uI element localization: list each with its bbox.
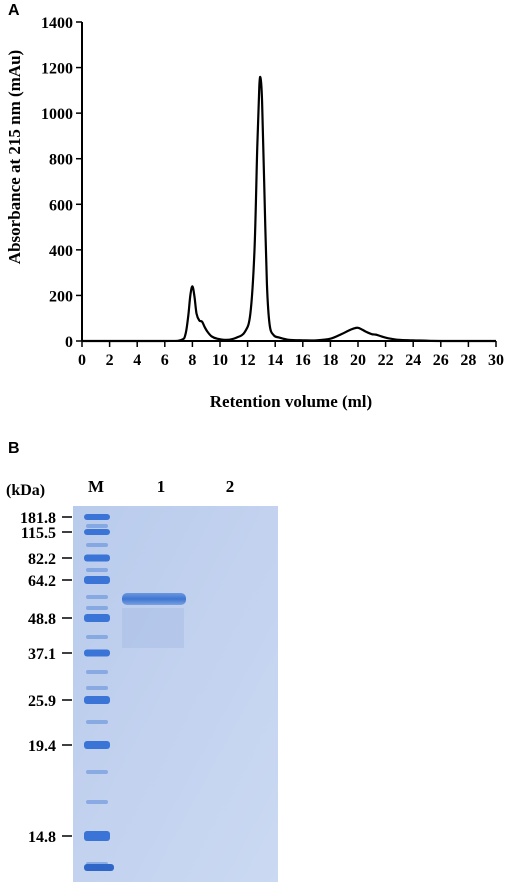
ladder-band [84,741,110,749]
ladder-minor-band [86,543,108,547]
ladder-minor-band [86,800,108,804]
chromatogram-chart: 0 2 4 6 8 10 12 14 16 18 20 22 24 26 28 30 020040060080… [5,15,504,411]
x-tick-label: 16 [295,352,311,369]
lane-label-2: 2 [226,477,235,496]
lane-label-m: M [88,477,104,496]
x-tick-label: 30 [488,352,504,369]
marker-label: 82.2 [28,551,56,568]
ladder-minor-band [86,635,108,639]
marker-label: 48.8 [28,611,56,628]
ladder-minor-band [86,686,108,690]
marker-label: 64.2 [28,573,56,590]
x-tick-label: 14 [267,352,283,369]
x-tick-label: 4 [133,352,141,369]
x-tick-label: 12 [240,352,256,369]
ladder-minor-band [86,720,108,724]
ladder-minor-band [86,568,108,572]
chart-axes [81,22,496,342]
y-tick-label: 1200 [41,61,73,78]
lane-1-smear [122,608,184,648]
x-axis-title: Retention volume (ml) [210,392,372,411]
y-tick-label: 400 [49,243,73,260]
x-tick-label: 24 [405,352,421,369]
x-tick-label: 22 [378,352,394,369]
ladder-minor-band [86,670,108,674]
ladder-band [84,514,110,520]
lane-1-band [122,593,186,605]
y-tick-label: 200 [49,288,73,305]
ladder-minor-band [86,606,108,610]
y-tick-label: 800 [49,152,73,169]
y-tick-label: 0 [65,334,73,351]
ladder-band [84,696,110,704]
marker-label: 25.9 [28,693,56,710]
ladder-minor-band [86,770,108,774]
x-tick-label: 18 [322,352,338,369]
x-tick-label: 20 [350,352,366,369]
ladder-band [84,831,110,841]
marker-label: 37.1 [28,646,56,663]
kda-unit-label: (kDa) [6,482,45,499]
ladder-minor-band [86,595,108,599]
y-tick-label: 1000 [41,106,73,123]
lane-label-1: 1 [157,477,166,496]
panel-label-a: A [8,2,20,19]
ladder-band [84,649,110,657]
ladder-band [84,576,110,584]
y-axis-ticks: 0 200 400 600 800 1000 1200 1400 [41,15,82,351]
ladder-minor-band [86,524,108,528]
x-tick-label: 10 [212,352,228,369]
marker-label: 19.4 [28,738,56,755]
marker-ladder [84,514,114,871]
x-tick-label: 2 [106,352,114,369]
x-tick-label: 6 [161,352,169,369]
dye-front-band [84,864,114,871]
panel-label-b: B [8,440,20,457]
y-tick-label: 600 [49,197,73,214]
marker-label: 14.8 [28,829,56,846]
absorbance-trace [81,75,496,343]
ladder-band [84,554,110,562]
x-tick-label: 0 [78,352,86,369]
marker-label: 181.8 [20,510,56,527]
x-tick-label: 8 [188,352,196,369]
ladder-band [84,614,110,622]
y-tick-label: 1400 [41,15,73,32]
marker-label: 115.5 [21,525,56,542]
y-axis-title: Absorbance at 215 nm (mAu) [5,50,24,264]
ladder-band [84,529,110,535]
gel-background [73,506,278,882]
x-tick-label: 26 [433,352,449,369]
x-axis-ticks: 0 2 4 6 8 10 12 14 16 18 20 22 24 26 28 30 [78,341,504,369]
x-tick-label: 28 [460,352,476,369]
